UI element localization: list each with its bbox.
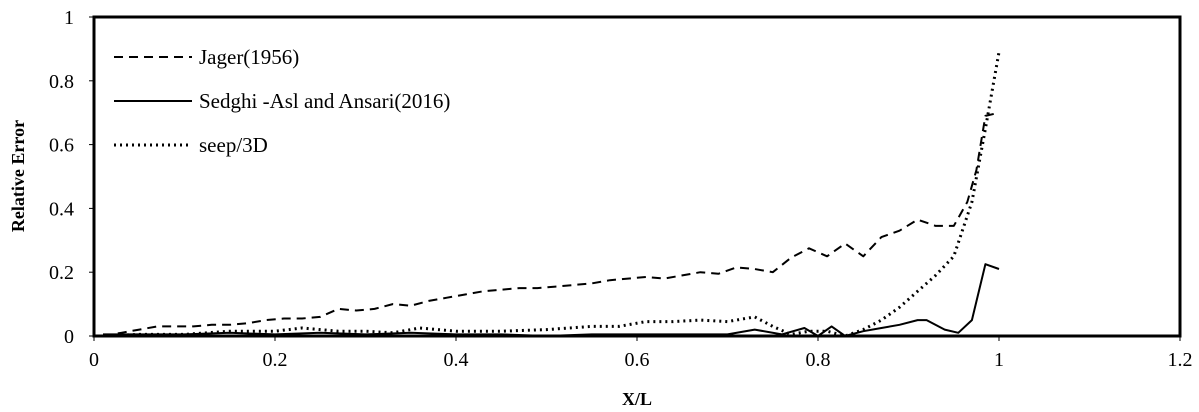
legend-label-1: Jager(1956) (199, 45, 299, 69)
x-tick-label: 0.4 (444, 349, 469, 371)
series-line-3 (102, 51, 1001, 338)
y-tick-label: 0.4 (49, 198, 74, 220)
legend-label-3: seep/3D (199, 133, 268, 157)
x-tick-label: 1.2 (1168, 349, 1193, 371)
x-tick-label: 0.8 (806, 349, 831, 371)
y-axis-title: Relative Error (8, 120, 28, 232)
y-tick-label: 0.8 (49, 71, 74, 93)
y-tick-label: 1 (64, 7, 74, 29)
x-tick-label: 0 (89, 349, 99, 371)
series-layer (102, 51, 1001, 338)
series-line-2 (103, 263, 1000, 337)
y-tick-label: 0.2 (49, 262, 74, 284)
x-tick-label: 1 (994, 349, 1004, 371)
x-axis-title: X/L (622, 389, 652, 409)
legend-label-2: Sedghi -Asl and Ansari(2016) (199, 89, 450, 113)
y-tick-label: 0.6 (49, 135, 74, 157)
x-tick-labels: 0 0.2 0.4 0.6 0.8 1 1.2 (89, 336, 1193, 371)
x-tick-label: 0.6 (625, 349, 650, 371)
y-tick-label: 0 (64, 326, 74, 348)
series-line-1 (102, 111, 1000, 337)
legend: Jager(1956) Sedghi -Asl and Ansari(2016) s… (114, 45, 450, 157)
x-tick-label: 0.2 (263, 349, 288, 371)
y-tick-labels: 0 0.2 0.4 0.6 0.8 1 (49, 7, 94, 348)
